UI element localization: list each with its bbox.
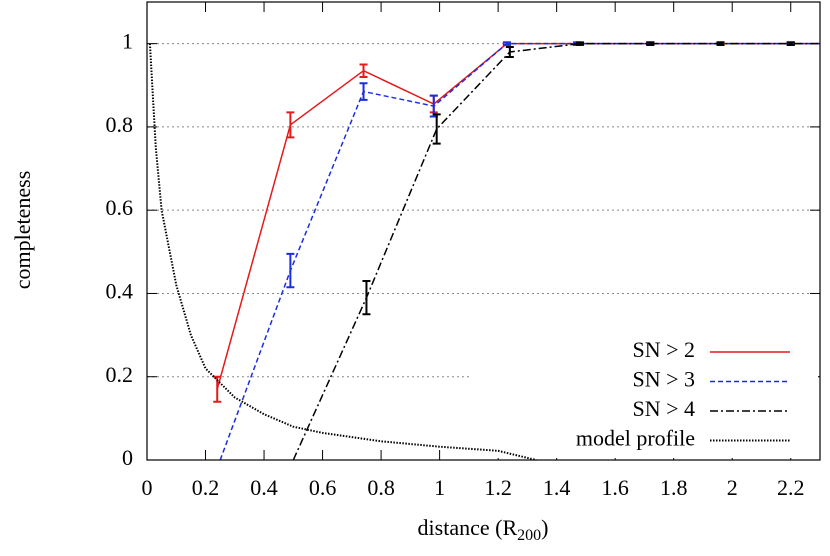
x-axis-label: distance (R200) (418, 515, 549, 544)
series-line (292, 42, 820, 461)
x-label-text: distance (R (418, 515, 518, 540)
error-bar (502, 41, 511, 46)
error-bar (286, 252, 295, 289)
x-tick-label: 1.4 (543, 475, 571, 500)
x-tick-label: 0.8 (367, 475, 395, 500)
x-tick-label: 0.2 (192, 475, 220, 500)
error-bar (646, 41, 655, 46)
error-bar (286, 111, 295, 139)
legend-label: SN > 2 (632, 337, 695, 362)
x-tick-label: 0.6 (309, 475, 337, 500)
x-tick-label: 1.6 (601, 475, 629, 500)
x-tick-label: 1.8 (660, 475, 688, 500)
legend-label: model profile (576, 426, 695, 451)
error-bar (786, 41, 795, 46)
legend-label: SN > 4 (632, 396, 695, 421)
y-tick-label: 0 (122, 445, 133, 470)
legend-background (470, 336, 818, 458)
series-line (148, 43, 537, 461)
x-tick-label: 1 (434, 475, 445, 500)
plot-frame (146, 1, 821, 461)
x-label-sub: 200 (517, 527, 541, 544)
y-tick-label: 0.8 (106, 112, 134, 137)
error-bar (576, 41, 585, 46)
y-tick-label: 0.2 (106, 362, 134, 387)
error-bar (716, 41, 725, 46)
x-tick-label: 2 (727, 475, 738, 500)
legend-label: SN > 3 (632, 367, 695, 392)
y-axis-label: completeness (10, 171, 35, 290)
error-bar (505, 45, 514, 58)
x-tick-label: 1.2 (484, 475, 512, 500)
y-tick-label: 0.6 (106, 195, 134, 220)
error-bar (359, 63, 368, 78)
series-line (219, 42, 820, 461)
y-tick-label: 1 (122, 29, 133, 54)
x-tick-label: 2.2 (777, 475, 805, 500)
x-label-end: ) (541, 515, 548, 540)
error-bar (432, 113, 441, 145)
y-tick-label: 0.4 (106, 279, 134, 304)
x-tick-label: 0 (142, 475, 153, 500)
error-bar (359, 82, 368, 101)
error-bar (362, 279, 371, 316)
x-tick-label: 0.4 (250, 475, 278, 500)
